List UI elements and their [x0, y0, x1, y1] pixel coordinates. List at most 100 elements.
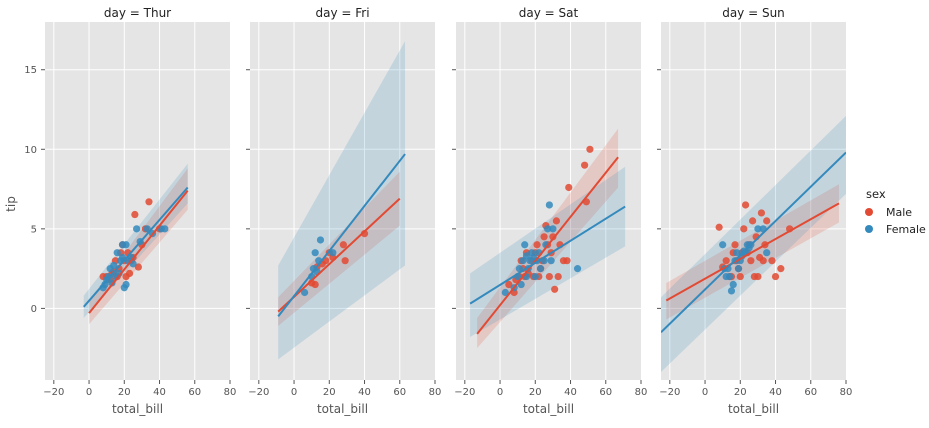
regression-line-female: [469, 205, 626, 305]
x-tick-label: 80: [840, 387, 853, 398]
panel-plot-area: [661, 115, 846, 373]
panel-plot-area: [277, 41, 406, 360]
regression-line-male: [476, 156, 619, 335]
data-point-male: [771, 272, 780, 281]
data-point-male: [763, 217, 771, 225]
y-tick-label: 10: [24, 145, 37, 156]
panel-background: [661, 22, 846, 380]
data-point-male: [715, 223, 723, 231]
x-tick-label: 20: [529, 387, 542, 398]
data-point-female: [549, 225, 557, 233]
data-point-male: [768, 257, 776, 265]
regression-line-female: [83, 186, 189, 308]
data-point-male: [551, 285, 559, 293]
data-point-male: [341, 257, 349, 265]
data-point-female: [522, 252, 531, 260]
x-tick-label: 60: [599, 387, 612, 398]
data-point-male: [545, 272, 553, 281]
x-tick-label: 80: [224, 387, 237, 398]
facet-panel-1: day = Fri −20 0 20 40 60 80 total_bill: [246, 6, 441, 416]
data-point-male: [131, 210, 139, 219]
legend-marker-male: [865, 208, 873, 216]
x-tick-label: 0: [702, 387, 708, 398]
panel-background: [45, 22, 230, 380]
x-tick-label: 60: [393, 387, 406, 398]
data-point-female: [545, 201, 553, 209]
x-tick-label: −20: [659, 387, 680, 398]
data-point-female: [501, 288, 509, 297]
data-point-female: [110, 261, 118, 270]
x-tick-label: 60: [804, 387, 817, 398]
y-axis-label: tip: [4, 196, 18, 212]
legend-marker-female: [865, 225, 873, 233]
confidence-band-male: [278, 171, 400, 326]
data-point-female: [515, 265, 524, 273]
data-point-male: [554, 272, 562, 281]
x-tick-label: 40: [153, 387, 166, 398]
data-point-male: [757, 209, 766, 217]
data-point-male: [145, 198, 153, 206]
facet-title: day = Thur: [104, 6, 171, 20]
legend: sex Male Female: [865, 187, 926, 236]
x-tick-label: 0: [86, 387, 92, 398]
panels-layer: day = Thur−20 0 20 40 60 80total_bill051015da…: [24, 6, 852, 416]
x-tick-label: 80: [635, 387, 648, 398]
data-point-female: [734, 265, 743, 273]
data-point-male: [741, 201, 750, 209]
data-point-male: [134, 263, 142, 271]
legend-label-female: Female: [886, 223, 926, 236]
x-tick-label: −20: [248, 387, 269, 398]
data-point-male: [563, 257, 571, 265]
regression-line-female: [277, 153, 406, 317]
x-tick-label: 60: [188, 387, 201, 398]
data-point-male: [731, 241, 739, 249]
data-point-female: [727, 287, 736, 295]
data-point-female: [133, 225, 141, 233]
y-tick-label: 0: [31, 304, 37, 315]
data-point-female: [719, 241, 727, 249]
data-point-female: [122, 241, 130, 249]
data-point-male: [565, 183, 573, 192]
x-axis-label: total_bill: [317, 402, 368, 416]
data-point-female: [521, 241, 529, 249]
data-point-female: [726, 272, 734, 281]
data-point-female: [104, 272, 113, 281]
regression-line-male: [88, 190, 189, 314]
panel-plot-area: [469, 128, 626, 349]
x-tick-label: 40: [769, 387, 782, 398]
data-point-male: [125, 269, 134, 277]
data-point-female: [531, 272, 539, 281]
data-point-male: [722, 257, 730, 265]
data-point-male: [740, 225, 748, 233]
data-point-male: [747, 257, 755, 265]
x-tick-label: 20: [734, 387, 747, 398]
x-tick-label: −20: [43, 387, 64, 398]
facet-title: day = Fri: [315, 6, 369, 20]
x-tick-label: 80: [429, 387, 442, 398]
x-axis-label: total_bill: [112, 402, 163, 416]
x-axis-label: total_bill: [728, 402, 779, 416]
legend-label-male: Male: [886, 206, 912, 219]
data-point-male: [339, 241, 347, 249]
data-point-male: [581, 161, 589, 169]
data-point-female: [536, 265, 545, 273]
data-point-female: [311, 249, 319, 257]
regression-line-male: [277, 197, 401, 313]
y-tick-label: 15: [24, 65, 37, 76]
data-point-female: [329, 249, 337, 257]
data-point-male: [540, 233, 548, 241]
data-point-female: [544, 225, 552, 233]
data-point-female: [316, 236, 325, 244]
data-point-female: [301, 288, 309, 297]
data-point-male: [311, 280, 319, 289]
data-point-female: [733, 249, 741, 257]
data-point-male: [736, 272, 744, 281]
x-tick-label: 0: [497, 387, 503, 398]
facet-title: day = Sat: [519, 6, 579, 20]
data-point-male: [777, 265, 785, 273]
x-tick-label: 40: [564, 387, 577, 398]
data-point-female: [729, 280, 737, 289]
facet-panel-0: day = Thur −20 0 20 40 60 80 total_bill 0 5 10 15: [24, 6, 236, 416]
